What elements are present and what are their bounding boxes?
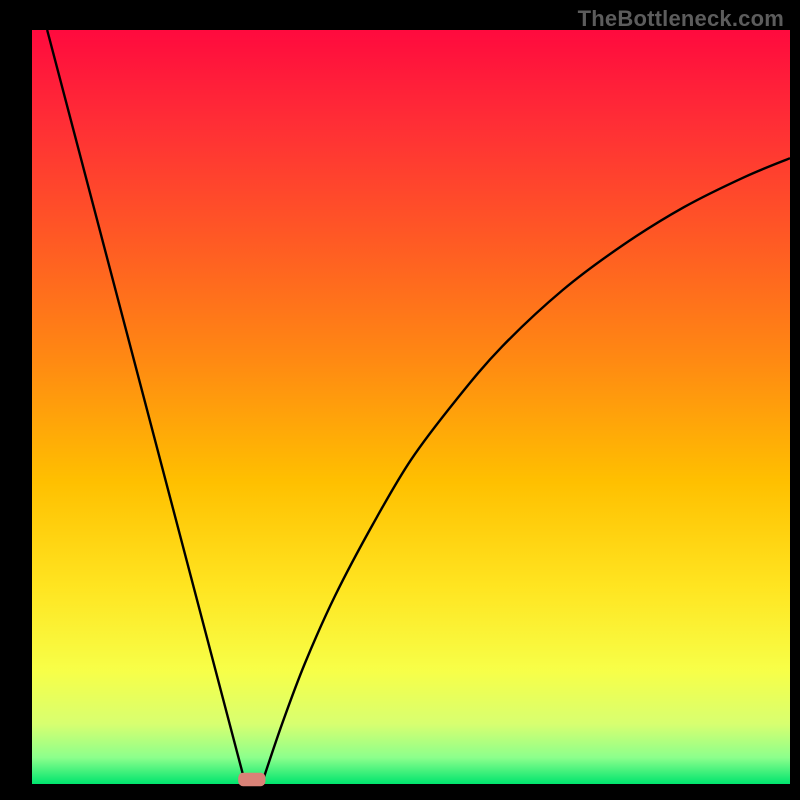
bottleneck-chart: [0, 0, 800, 800]
minimum-marker: [238, 773, 265, 787]
chart-container: TheBottleneck.com: [0, 0, 800, 800]
watermark-text: TheBottleneck.com: [578, 6, 784, 32]
